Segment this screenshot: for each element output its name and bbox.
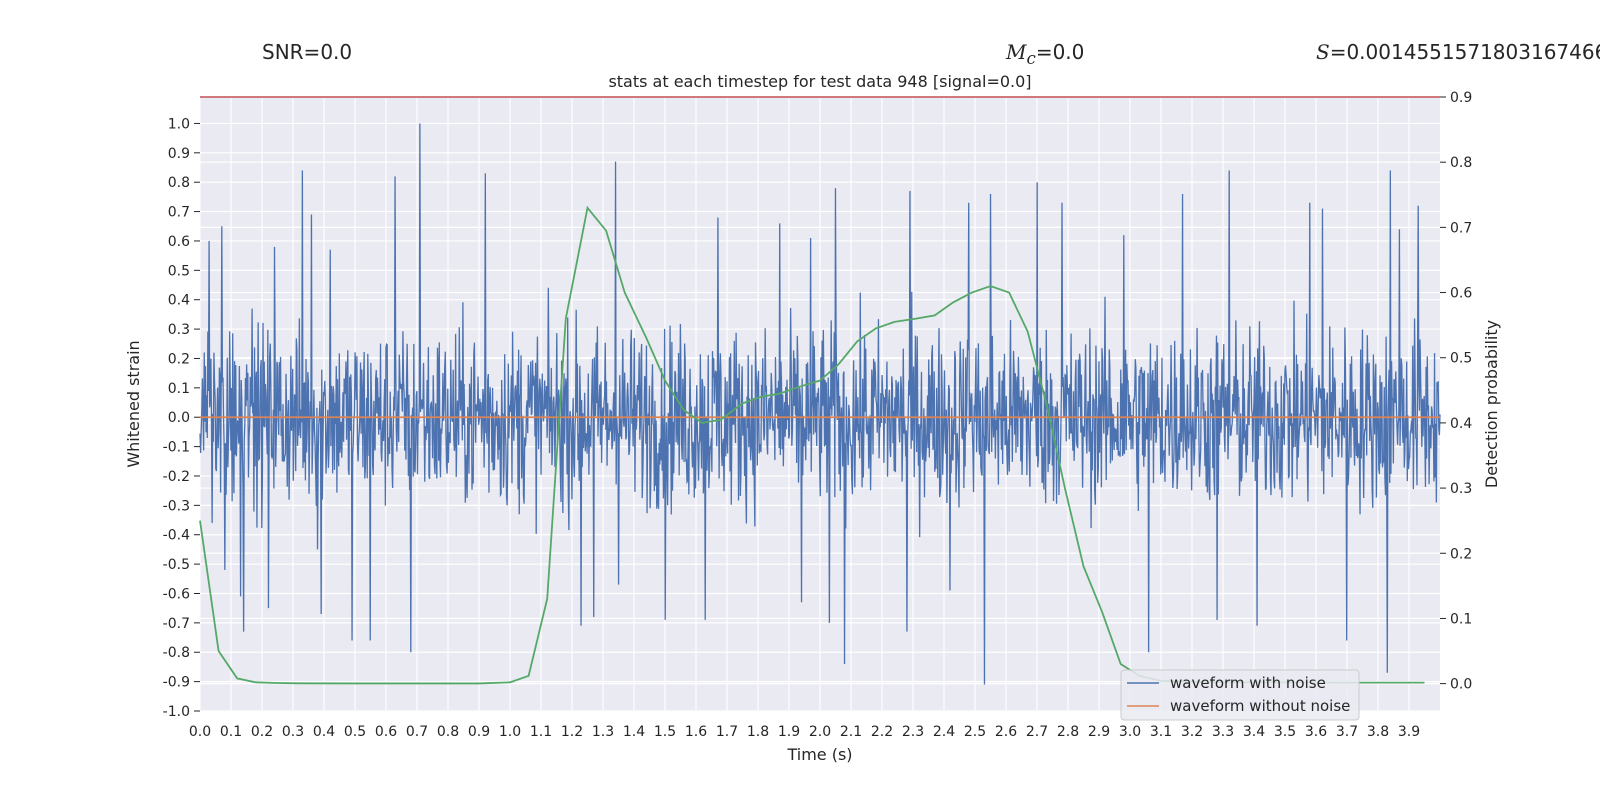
x-tick-label: 2.8 — [1057, 724, 1079, 740]
x-tick-label: 1.6 — [685, 724, 707, 740]
chirp-mass-value: =0.0 — [1035, 40, 1085, 64]
legend-label-waveform-with-noise: waveform with noise — [1170, 674, 1326, 692]
y-axis-ticks: 1.0 0.9 0.8 0.7 0.6 0.5 0.4 0.3 0.2 0.1 0.0 -0.1 -0.… — [163, 116, 200, 720]
legend-box — [1120, 669, 1360, 721]
y-tick-label: 0.8 — [168, 175, 190, 191]
y-tick-label: -0.3 — [163, 498, 190, 514]
x-tick-label: 0.3 — [282, 724, 304, 740]
y2-tick-label: 0.9 — [1450, 90, 1472, 106]
waveform-with-noise-line — [199, 123, 1441, 685]
x-tick-label: 0.0 — [189, 724, 211, 740]
snr-readout: SNR=0.0 — [262, 40, 352, 64]
x-tick-label: 0.4 — [313, 724, 335, 740]
y2-tick-label: 0.8 — [1450, 155, 1472, 171]
y-tick-label: -0.1 — [163, 440, 190, 456]
x-tick-label: 3.2 — [1181, 724, 1203, 740]
y-tick-label: -0.9 — [163, 675, 190, 691]
series-detection-probability — [199, 205, 1425, 685]
x-tick-label: 1.2 — [561, 724, 583, 740]
x-tick-label: 0.2 — [251, 724, 273, 740]
x-tick-label: 2.1 — [840, 724, 862, 740]
x-tick-label: 2.7 — [1026, 724, 1048, 740]
x-tick-label: 2.4 — [933, 724, 955, 740]
snr-value: 0.0 — [320, 40, 353, 64]
y-tick-label: 0.2 — [168, 351, 190, 367]
x-tick-label: 1.1 — [530, 724, 552, 740]
x-tick-label: 3.3 — [1212, 724, 1234, 740]
x-tick-label: 3.5 — [1274, 724, 1296, 740]
y-tick-label: -1.0 — [163, 704, 190, 720]
y-tick-label: 0.6 — [168, 234, 190, 250]
detection-probability-line — [199, 205, 1425, 685]
x-tick-label: 2.6 — [995, 724, 1017, 740]
y2-tick-label: 0.4 — [1450, 416, 1472, 432]
y2-axis-ticks: 0.9 0.8 0.7 0.6 0.5 0.4 0.3 0.2 0.1 0.0 — [1440, 90, 1472, 693]
chirp-mass-symbol: M — [1006, 40, 1027, 64]
y-tick-label: 1.0 — [168, 116, 190, 132]
y-tick-label: 0.0 — [168, 410, 190, 426]
y-tick-label: -0.6 — [163, 586, 190, 602]
x-tick-label: 2.0 — [809, 724, 831, 740]
y-tick-label: 0.9 — [168, 146, 190, 162]
y-tick-label: -0.4 — [163, 528, 190, 544]
x-tick-label: 0.8 — [437, 724, 459, 740]
y-tick-label: -0.5 — [163, 557, 190, 573]
x-tick-label: 0.7 — [406, 724, 428, 740]
y-tick-label: 0.3 — [168, 322, 190, 338]
y-tick-label: 0.1 — [168, 381, 190, 397]
x-tick-label: 3.4 — [1243, 724, 1265, 740]
y2-axis-label: Detection probability — [1482, 320, 1501, 488]
x-tick-label: 3.1 — [1150, 724, 1172, 740]
x-tick-label: 2.9 — [1088, 724, 1110, 740]
x-tick-label: 0.9 — [468, 724, 490, 740]
chirp-mass-subscript: c — [1026, 49, 1036, 68]
x-tick-label: 3.9 — [1398, 724, 1420, 740]
y-tick-label: -0.7 — [163, 616, 190, 632]
x-tick-label: 0.6 — [375, 724, 397, 740]
statistic-symbol: S — [1316, 40, 1330, 64]
x-axis-label: Time (s) — [786, 745, 852, 764]
y2-tick-label: 0.0 — [1450, 677, 1472, 693]
x-tick-label: 1.5 — [654, 724, 676, 740]
y2-tick-label: 0.1 — [1450, 611, 1472, 627]
y-tick-label: 0.5 — [168, 263, 190, 279]
x-tick-label: 3.8 — [1367, 724, 1389, 740]
y2-tick-label: 0.5 — [1450, 351, 1472, 367]
y-tick-label: -0.8 — [163, 645, 190, 661]
y-tick-label: 0.4 — [168, 293, 190, 309]
snr-label: SNR= — [262, 40, 321, 64]
y-axis-label: Whitened strain — [124, 340, 143, 467]
y2-tick-label: 0.6 — [1450, 286, 1472, 302]
y-tick-label: 0.7 — [168, 205, 190, 221]
x-tick-label: 3.6 — [1305, 724, 1327, 740]
x-tick-label: 1.4 — [623, 724, 645, 740]
x-tick-label: 0.1 — [220, 724, 242, 740]
x-axis-ticks: 0.0 0.1 0.2 0.3 0.4 0.5 0.6 0.7 0.8 0.9 1.0 1.1 1.2 1… — [189, 724, 1420, 740]
x-tick-label: 2.5 — [964, 724, 986, 740]
x-tick-label: 3.7 — [1336, 724, 1358, 740]
x-tick-label: 3.0 — [1119, 724, 1141, 740]
x-tick-label: 1.9 — [778, 724, 800, 740]
chirp-mass-readout: Mc=0.0 — [1006, 40, 1084, 68]
x-tick-label: 1.0 — [499, 724, 521, 740]
x-tick-label: 1.8 — [747, 724, 769, 740]
y2-tick-label: 0.2 — [1450, 546, 1472, 562]
y-tick-label: -0.2 — [163, 469, 190, 485]
x-tick-label: 0.5 — [344, 724, 366, 740]
x-tick-label: 1.3 — [592, 724, 614, 740]
y2-tick-label: 0.7 — [1450, 220, 1472, 236]
y2-tick-label: 0.3 — [1450, 481, 1472, 497]
statistic-readout: S=0.0014551571803167466 — [1316, 40, 1600, 64]
statistic-value: =0.0014551571803167466 — [1329, 40, 1600, 64]
x-tick-label: 2.3 — [902, 724, 924, 740]
legend-label-waveform-without-noise: waveform without noise — [1170, 697, 1350, 715]
x-tick-label: 1.7 — [716, 724, 738, 740]
legend: waveform with noise waveform without noi… — [1120, 669, 1360, 721]
chart-title: stats at each timestep for test data 948… — [608, 72, 1031, 91]
series-waveform-with-noise — [199, 123, 1441, 685]
x-tick-label: 2.2 — [871, 724, 893, 740]
